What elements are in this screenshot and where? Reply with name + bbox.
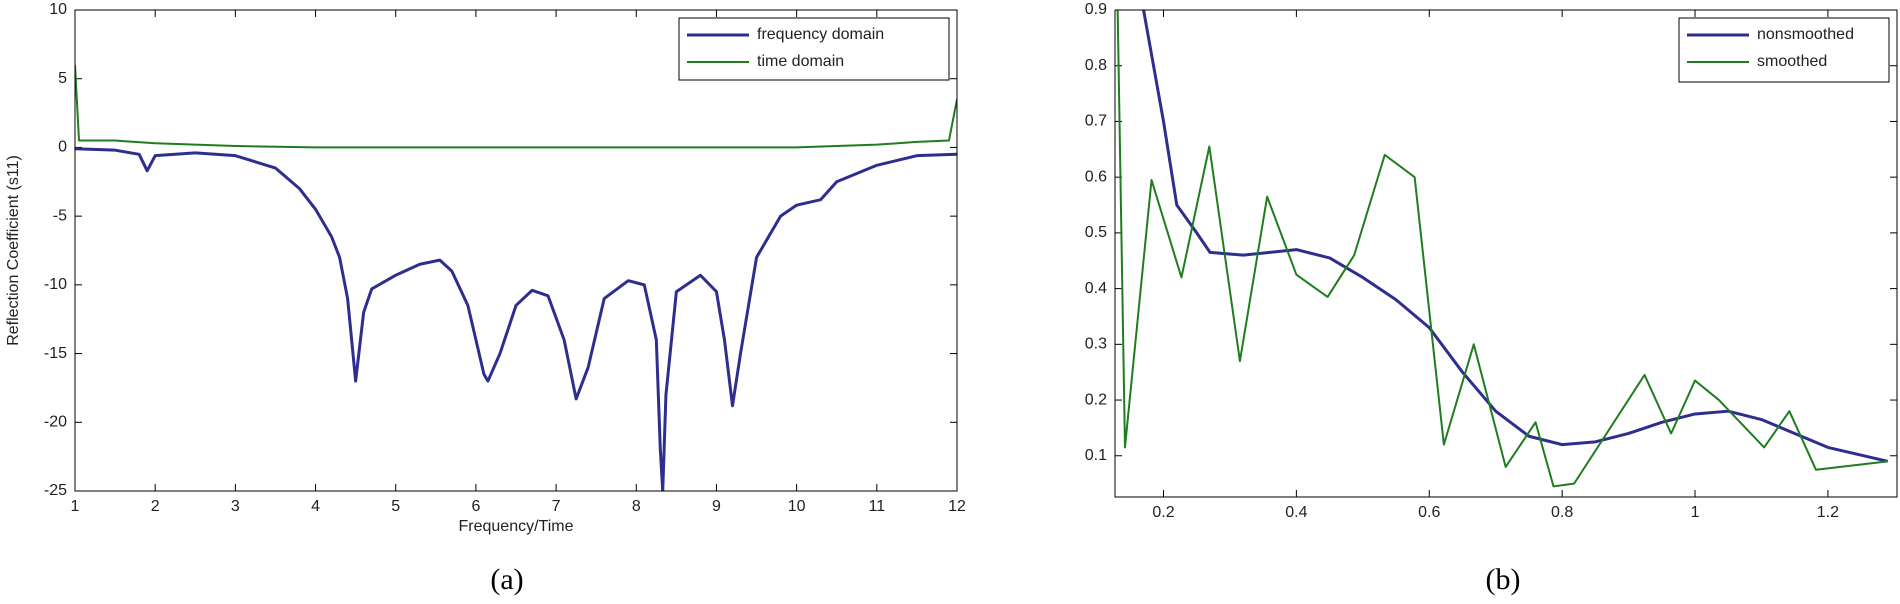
data-line	[1116, 10, 1888, 488]
y-tick-label: 0.7	[1085, 113, 1107, 130]
panel-label: (b)	[1486, 563, 1521, 596]
x-tick-label: 9	[712, 498, 721, 515]
y-tick-label: -5	[53, 207, 67, 224]
x-tick-label: 0.8	[1551, 504, 1573, 521]
y-axis-label: Reflection Coefficient (s11)	[5, 155, 22, 346]
x-tick-label: 1	[71, 498, 80, 515]
chart-panel: 0.2 0.4 0.6 0.8 1 1.2 0.1 0.2 0.3 0.4 0.5 0.6 0.7 0.8…	[1085, 1, 1898, 596]
y-tick-label: 5	[58, 70, 67, 87]
data-line	[75, 147, 957, 491]
legend-label: nonsmoothed	[1757, 26, 1854, 43]
legend-label: frequency domain	[757, 26, 884, 43]
y-tick-label: 0.5	[1085, 224, 1107, 241]
y-tick-label: -10	[44, 276, 67, 293]
y-tick-label: 0.8	[1085, 57, 1107, 74]
y-tick-label: 0.4	[1085, 280, 1107, 297]
data-line	[1142, 10, 1889, 463]
legend: frequency domain time domain	[678, 17, 950, 81]
x-tick-label: 1	[1691, 504, 1700, 521]
chart-panel: 1 2 3 4 5 6 7 8 9 10 11 12-25-20-15-10-50510Frequen…	[5, 1, 966, 596]
legend-box	[1678, 17, 1890, 83]
x-tick-label: 4	[311, 498, 320, 515]
x-tick-label: 1.2	[1817, 504, 1839, 521]
x-tick-label: 0.2	[1152, 504, 1174, 521]
x-axis-label: Frequency/Time	[459, 518, 574, 535]
x-tick-label: 8	[632, 498, 641, 515]
plot-frame	[1114, 9, 1898, 498]
x-tick-label: 0.6	[1418, 504, 1440, 521]
x-tick-label: 7	[552, 498, 561, 515]
legend: nonsmoothed smoothed	[1678, 17, 1890, 83]
y-tick-label: -20	[44, 414, 67, 431]
y-tick-label: 0	[58, 139, 67, 156]
y-tick-label: 0.9	[1085, 1, 1107, 18]
plot-frame	[74, 9, 958, 492]
y-tick-label: 0.3	[1085, 336, 1107, 353]
x-tick-label: 5	[391, 498, 400, 515]
x-tick-label: 6	[471, 498, 480, 515]
x-tick-label: 10	[788, 498, 806, 515]
legend-label: smoothed	[1757, 53, 1827, 70]
y-tick-label: 0.2	[1085, 391, 1107, 408]
legend-label: time domain	[757, 53, 844, 70]
x-tick-label: 0.4	[1285, 504, 1307, 521]
data-line	[75, 64, 957, 149]
y-tick-label: 0.1	[1085, 447, 1107, 464]
x-tick-label: 3	[231, 498, 240, 515]
y-tick-label: -25	[44, 482, 67, 499]
y-tick-label: 10	[49, 1, 67, 18]
panel-label: (a)	[490, 563, 523, 596]
x-tick-label: 11	[869, 498, 886, 515]
y-tick-label: -15	[44, 345, 67, 362]
legend-box	[678, 17, 950, 81]
x-tick-label: 2	[151, 498, 160, 515]
y-tick-label: 0.6	[1085, 168, 1107, 185]
x-tick-label: 12	[948, 498, 966, 515]
